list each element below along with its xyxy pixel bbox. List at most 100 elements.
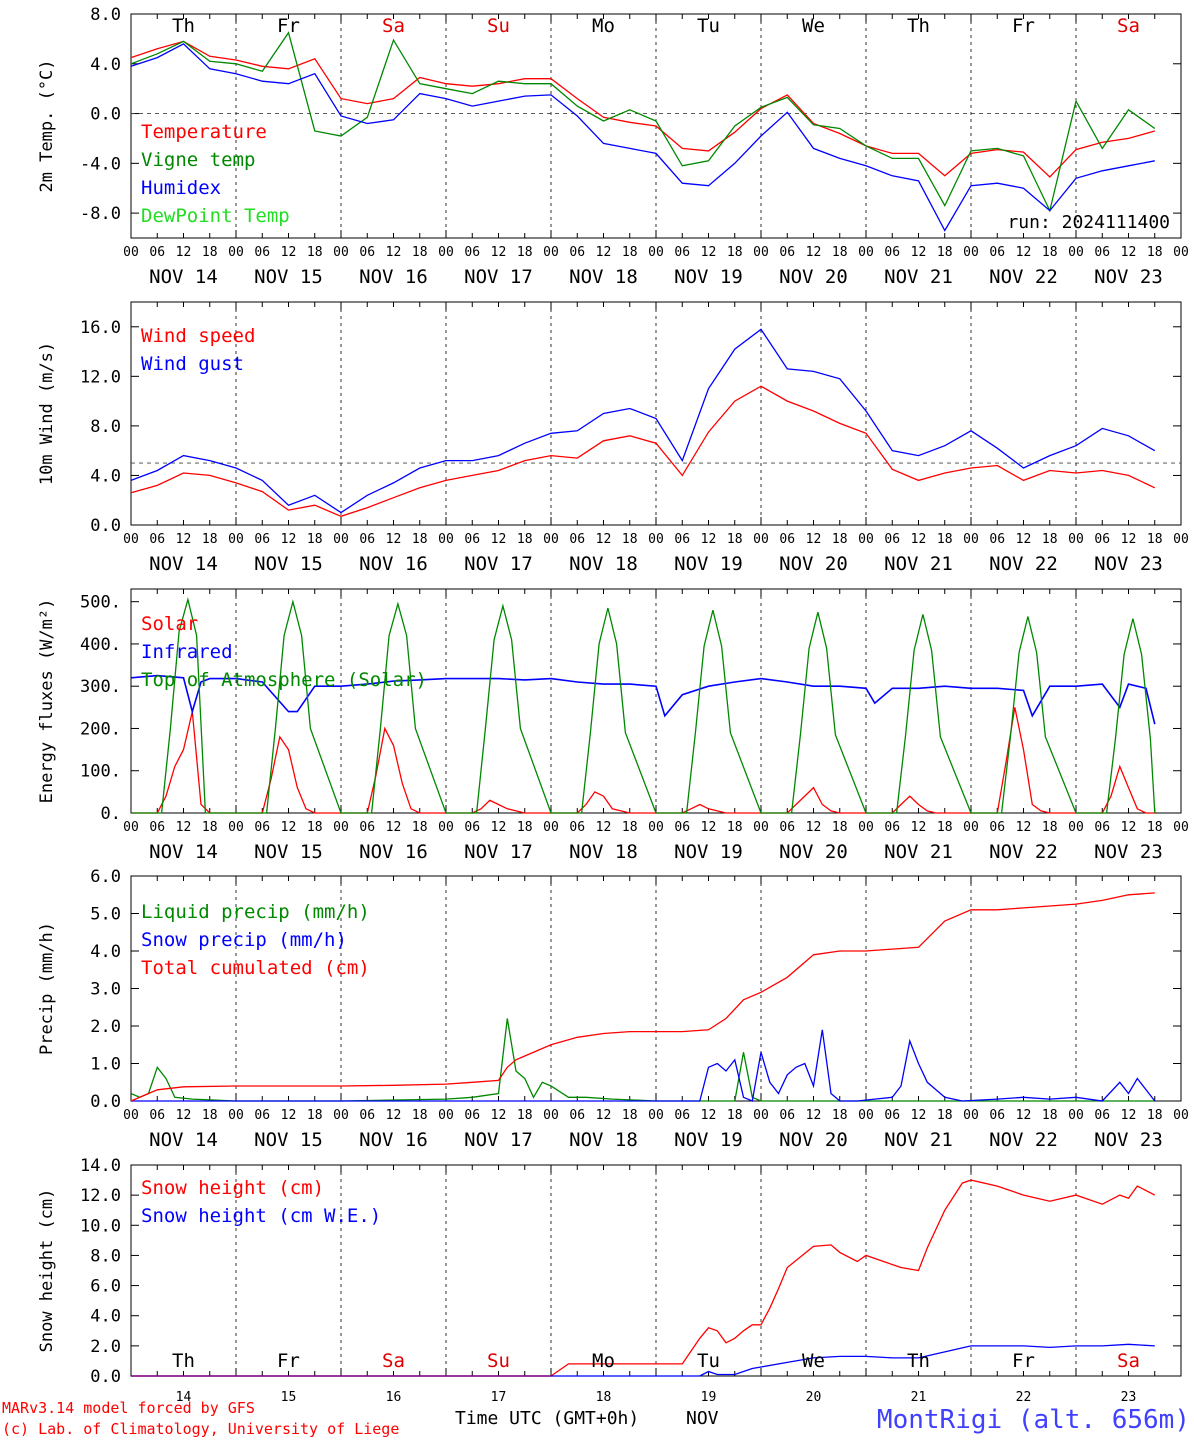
hour-label: 06 — [1094, 820, 1110, 835]
series-line — [130, 674, 1156, 725]
hour-label: 18 — [1147, 532, 1163, 547]
date-label: NOV 20 — [779, 1129, 848, 1151]
hour-label: 00 — [438, 1108, 454, 1123]
hour-label: 12 — [806, 1108, 822, 1123]
hour-label: 18 — [1042, 245, 1058, 260]
x-axis-label: Time UTC (GMT+0h) — [455, 1408, 639, 1429]
hour-label: 06 — [359, 820, 375, 835]
hour-label: 18 — [937, 820, 953, 835]
hour-label: 00 — [1068, 532, 1084, 547]
hour-label: 12 — [1016, 245, 1032, 260]
date-label: NOV 17 — [464, 1129, 533, 1151]
hour-label: 12 — [386, 1108, 402, 1123]
hour-label: 18 — [202, 245, 218, 260]
legend-entry: Wind speed — [141, 325, 255, 347]
y-tick-label: -4.0 — [80, 154, 121, 174]
y-tick-label: 4.0 — [90, 942, 121, 962]
hour-label: 12 — [1016, 820, 1032, 835]
day-number-label: 19 — [701, 1390, 717, 1405]
y-tick-label: 3.0 — [90, 980, 121, 1000]
hour-label: 18 — [727, 532, 743, 547]
legend-entry: Snow precip (mm/h) — [141, 929, 347, 951]
date-label: NOV 14 — [149, 1129, 218, 1151]
hour-label: 18 — [307, 245, 323, 260]
day-number-label: 17 — [491, 1390, 507, 1405]
legend-entry: Top of Atmosphere (Solar) — [141, 669, 427, 691]
day-name-label: Sa — [382, 1350, 405, 1372]
hour-label: 18 — [517, 532, 533, 547]
hour-label: 18 — [1042, 820, 1058, 835]
date-label: NOV 16 — [359, 1129, 428, 1151]
date-label: NOV 21 — [884, 1129, 953, 1151]
legend-entry: Liquid precip (mm/h) — [141, 901, 370, 923]
hour-label: 18 — [202, 1108, 218, 1123]
hour-label: 06 — [254, 820, 270, 835]
date-label: NOV 23 — [1094, 841, 1163, 863]
hour-label: 06 — [989, 532, 1005, 547]
legend-entry: Infrared — [141, 641, 233, 663]
date-label: NOV 22 — [989, 1129, 1058, 1151]
y-tick-label: -8.0 — [80, 204, 121, 224]
date-label: NOV 14 — [149, 266, 218, 288]
y-tick-label: 200. — [80, 719, 121, 739]
chart-panel-1: 8.0 4.0 0.0 -4.0 -8.0 2m Temp. (°C) Temperatur… — [37, 5, 1189, 288]
hour-label: 12 — [176, 820, 192, 835]
hour-label: 00 — [228, 532, 244, 547]
date-label: NOV 22 — [989, 553, 1058, 575]
hour-label: 00 — [228, 820, 244, 835]
day-number-label: 20 — [806, 1390, 822, 1405]
series-line — [130, 40, 1155, 178]
hour-label: 18 — [727, 1108, 743, 1123]
hour-label: 12 — [491, 820, 507, 835]
day-number-label: 16 — [386, 1390, 402, 1405]
y-tick-label: 4.0 — [90, 1307, 121, 1327]
hour-label: 06 — [1094, 532, 1110, 547]
hour-label: 00 — [123, 820, 139, 835]
hour-label: 06 — [674, 1108, 690, 1123]
day-name-label: Mo — [592, 15, 615, 37]
hour-label: 12 — [491, 245, 507, 260]
hour-label: 00 — [543, 1108, 559, 1123]
hour-label: 06 — [779, 820, 795, 835]
hour-label: 00 — [543, 532, 559, 547]
hour-label: 18 — [832, 820, 848, 835]
y-tick-label: 0.0 — [90, 1367, 121, 1387]
hour-label: 18 — [307, 532, 323, 547]
hour-label: 06 — [569, 1108, 585, 1123]
y-tick-label: 2.0 — [90, 1017, 121, 1037]
y-tick-label: 5.0 — [90, 905, 121, 925]
date-label: NOV 23 — [1094, 266, 1163, 288]
hour-label: 12 — [596, 245, 612, 260]
hour-label: 18 — [727, 820, 743, 835]
hour-label: 12 — [701, 532, 717, 547]
hour-label: 00 — [438, 820, 454, 835]
hour-label: 00 — [963, 820, 979, 835]
y-tick-label: 2.0 — [90, 1337, 121, 1357]
hour-label: 12 — [176, 1108, 192, 1123]
day-name-label: Tu — [697, 15, 720, 37]
hour-label: 06 — [149, 820, 165, 835]
date-label: NOV 19 — [674, 1129, 743, 1151]
hour-label: 00 — [753, 245, 769, 260]
hour-label: 18 — [727, 245, 743, 260]
hour-label: 12 — [1121, 820, 1137, 835]
hour-label: 06 — [779, 1108, 795, 1123]
hour-label: 06 — [779, 532, 795, 547]
hour-label: 18 — [202, 532, 218, 547]
hour-label: 06 — [884, 1108, 900, 1123]
hour-label: 18 — [832, 245, 848, 260]
legend-entry: DewPoint Temp — [141, 205, 290, 227]
hour-label: 18 — [517, 245, 533, 260]
hour-label: 00 — [648, 1108, 664, 1123]
y-tick-label: 12.0 — [80, 367, 121, 387]
hour-label: 12 — [806, 245, 822, 260]
date-label: NOV 17 — [464, 553, 533, 575]
date-label: NOV 14 — [149, 841, 218, 863]
hour-label: 06 — [464, 245, 480, 260]
hour-label: 12 — [1121, 1108, 1137, 1123]
hour-label: 06 — [359, 532, 375, 547]
hour-label: 12 — [806, 820, 822, 835]
day-name-label: Th — [907, 15, 930, 37]
hour-label: 12 — [1016, 1108, 1032, 1123]
